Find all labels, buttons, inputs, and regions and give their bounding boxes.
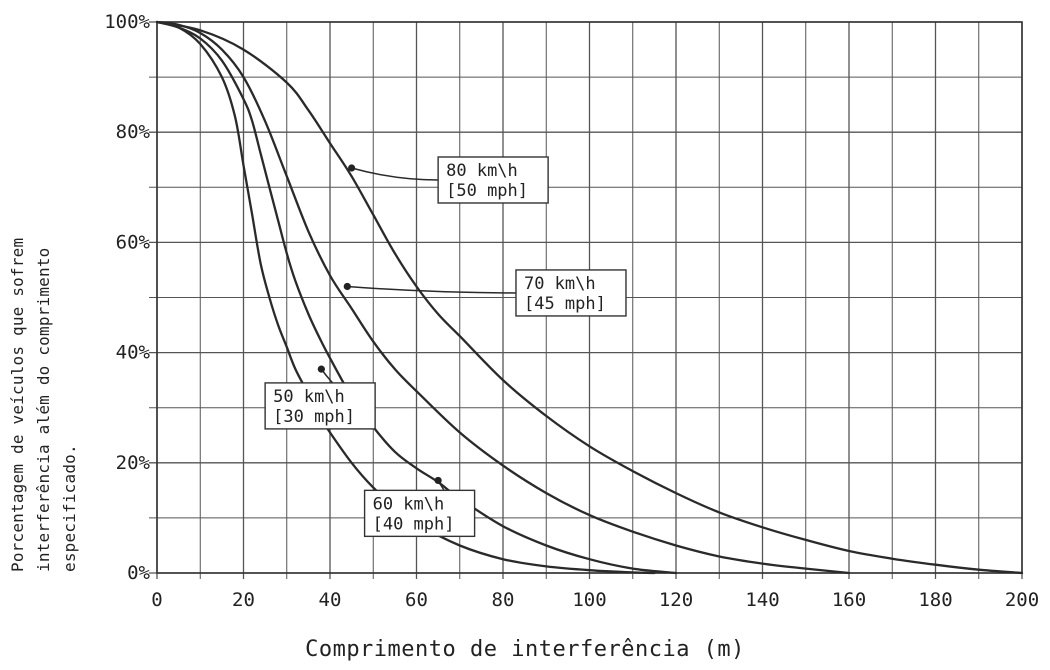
x-tick-label: 40 bbox=[319, 589, 342, 611]
y-tick-label: 100% bbox=[104, 11, 150, 33]
plot-frame bbox=[156, 21, 1023, 574]
annotations: 80 km\h[50 mph] 70 km\h[45 mph] 50 km\h[30… bbox=[264, 156, 627, 538]
y-tick-label: 0% bbox=[127, 562, 150, 584]
annotation-box bbox=[363, 489, 476, 538]
annotation-dot bbox=[343, 282, 351, 291]
x-tick-label: 100 bbox=[572, 589, 606, 611]
y-axis-title-line-1: Porcentagem de veículos que sofrem bbox=[8, 237, 27, 572]
y-axis-title-line-3: especificado. bbox=[60, 444, 79, 572]
x-tick-label: 80 bbox=[492, 589, 515, 611]
series-label-3: [45 mph] bbox=[524, 294, 606, 314]
y-tick-label: 40% bbox=[116, 342, 151, 364]
y-tick-label: 80% bbox=[116, 121, 151, 143]
series-label-2: 60 km\h bbox=[373, 494, 445, 514]
x-tick-label: 200 bbox=[1005, 589, 1039, 611]
leader-line bbox=[347, 285, 516, 294]
grid bbox=[149, 21, 1023, 579]
annotation-box bbox=[515, 269, 627, 317]
tick-labels: 0 20 40 60 80 100 120 140 160 180 200 0% 20% 40% 60% 80… bbox=[104, 11, 1039, 611]
annotation-dot bbox=[434, 476, 442, 485]
series-label-2: [40 mph] bbox=[373, 514, 455, 534]
series-line-3 bbox=[155, 20, 851, 575]
leader-line bbox=[351, 167, 439, 181]
x-tick-label: 120 bbox=[659, 589, 693, 611]
annotation-dot bbox=[317, 365, 325, 373]
x-tick-label: 0 bbox=[151, 589, 162, 611]
series-line-2 bbox=[155, 20, 678, 575]
x-tick-label: 60 bbox=[405, 589, 428, 611]
y-axis-title: Porcentagem de veículos que sofrem inter… bbox=[8, 52, 98, 572]
series-line-4 bbox=[155, 20, 1024, 575]
series-label-1: [30 mph] bbox=[273, 407, 355, 427]
annotation-box bbox=[437, 156, 549, 204]
x-tick-label: 20 bbox=[232, 589, 255, 611]
series-label-3: 70 km\h bbox=[524, 274, 596, 294]
x-tick-label: 160 bbox=[832, 589, 866, 611]
annotation-dot bbox=[348, 164, 356, 172]
series-label-4: [50 mph] bbox=[446, 181, 528, 201]
x-tick-label: 180 bbox=[918, 589, 952, 611]
annotation-box bbox=[264, 382, 376, 430]
y-tick-label: 60% bbox=[116, 231, 151, 253]
x-axis-title: Comprimento de interferência (m) bbox=[305, 637, 745, 662]
series-label-4: 80 km\h bbox=[446, 161, 518, 181]
series-label-1: 50 km\h bbox=[273, 387, 345, 407]
x-tick-label: 140 bbox=[745, 589, 779, 611]
y-axis-title-line-2: interferência além do comprimento bbox=[34, 247, 53, 572]
y-tick-label: 20% bbox=[116, 452, 151, 474]
